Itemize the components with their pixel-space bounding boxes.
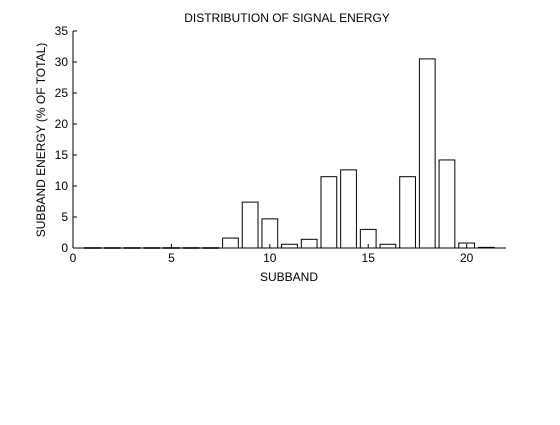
y-axis-ticks: 0 5 10 15 20 25 30 35 — [55, 24, 77, 255]
y-tick-label: 20 — [55, 117, 69, 131]
bar-subband-13 — [320, 176, 338, 249]
y-tick-label: 5 — [61, 210, 68, 224]
axes — [72, 31, 506, 249]
y-tick-label: 30 — [55, 55, 69, 69]
bars — [84, 58, 495, 249]
y-tick-label: 25 — [55, 86, 69, 100]
bar-subband-9 — [241, 201, 259, 249]
y-tick-label: 10 — [55, 179, 69, 193]
x-tick-label: 5 — [168, 251, 175, 265]
bar-subband-11 — [281, 243, 298, 249]
x-tick-label: 15 — [362, 251, 376, 265]
chart-title: DISTRIBUTION OF SIGNAL ENERGY — [184, 11, 390, 25]
bar-subband-8 — [222, 237, 239, 249]
bar-subband-17 — [399, 176, 416, 249]
x-tick-label: 0 — [70, 251, 77, 265]
x-tick-label: 10 — [263, 251, 277, 265]
y-tick-label: 0 — [61, 241, 68, 255]
x-axis-ticks: 0 5 10 15 20 — [70, 244, 474, 265]
y-tick-label: 35 — [55, 24, 69, 38]
bar-subband-12 — [300, 238, 318, 249]
y-tick-label: 15 — [55, 148, 69, 162]
x-tick-label: 20 — [460, 251, 474, 265]
bar-subband-18 — [418, 58, 436, 249]
y-axis-label: SUBBAND ENERGY (% OF TOTAL) — [34, 43, 48, 237]
bar-subband-16 — [379, 243, 397, 249]
bar-subband-19 — [438, 159, 456, 249]
bar-subband-10 — [261, 218, 279, 249]
bar-subband-14 — [340, 169, 357, 249]
x-axis-label: SUBBAND — [260, 270, 318, 284]
